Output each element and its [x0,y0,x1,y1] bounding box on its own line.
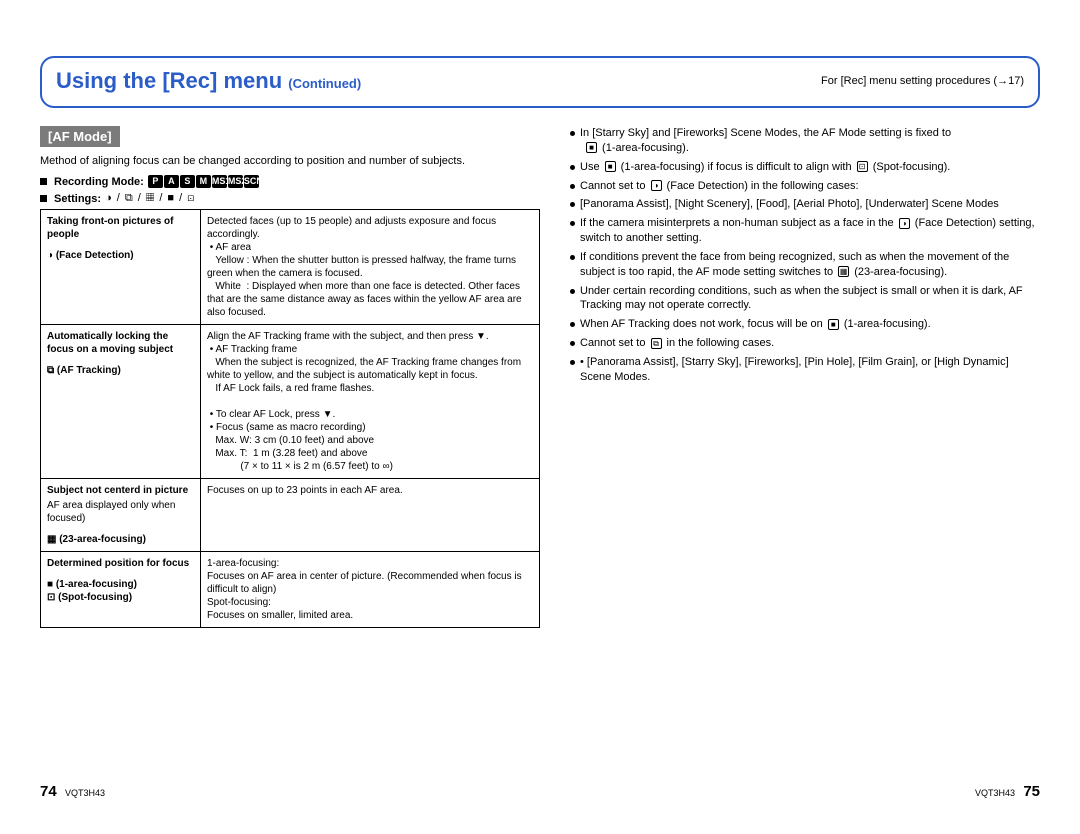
settings-icons: ◑ / ⧉ / ▦ / ■ / ⊡ [105,192,195,205]
mode-icon: M [196,175,211,188]
table-value: Focuses on up to 23 points in each AF ar… [201,479,540,552]
page-number-right: VQT3H43 75 [975,783,1040,800]
header-box: Using the [Rec] menu (Continued) For [Re… [40,56,1040,108]
mode-icon: SCN [244,175,259,188]
title-main: Using the [Rec] menu [56,68,282,93]
left-page-num: 74 [40,783,57,800]
table-value: Align the AF Tracking frame with the sub… [201,325,540,479]
note-item: If conditions prevent the face from bein… [570,250,1040,280]
table-value: 1-area-focusing: Focuses on AF area in c… [201,552,540,628]
note-item: When AF Tracking does not work, focus wi… [570,317,1040,332]
mode-icon: S [180,175,195,188]
note-item: Under certain recording conditions, such… [570,284,1040,314]
table-key: Taking front-on pictures of people◑ (Fac… [41,210,201,325]
section-intro: Method of aligning focus can be changed … [40,155,540,167]
mode-icon: A [164,175,179,188]
note-item: In [Starry Sky] and [Fireworks] Scene Mo… [570,126,1040,156]
note-item: Cannot set to ⧉ in the following cases. [570,336,1040,351]
note-item: If the camera misinterprets a non-human … [570,216,1040,246]
settings-label: Settings: [54,193,101,205]
note-sub: [Panorama Assist], [Night Scenery], [Foo… [570,197,1040,212]
right-column: In [Starry Sky] and [Fireworks] Scene Mo… [570,126,1040,628]
bullet-square-icon [40,195,47,202]
page-title: Using the [Rec] menu (Continued) [56,68,361,94]
bullet-square-icon [40,178,47,185]
doc-id-right: VQT3H43 [975,788,1015,798]
page-content: Using the [Rec] menu (Continued) For [Re… [40,56,1040,778]
recording-mode-row: Recording Mode: PASMMS1MS2SCN [40,175,540,188]
note-item: Use ■ (1-area-focusing) if focus is diff… [570,160,1040,175]
doc-id-left: VQT3H43 [65,788,105,798]
page-number-left: 74 VQT3H43 [40,783,105,800]
table-key: Automatically locking the focus on a mov… [41,325,201,479]
note-sub: • [Panorama Assist], [Starry Sky], [Fire… [570,355,1040,385]
table-key: Determined position for focus■ (1-area-f… [41,552,201,628]
notes-list: In [Starry Sky] and [Fireworks] Scene Mo… [570,126,1040,385]
two-column-layout: [AF Mode] Method of aligning focus can b… [40,126,1040,628]
recording-mode-icons: PASMMS1MS2SCN [148,175,259,188]
mode-icon: MS2 [228,175,243,188]
mode-icon: P [148,175,163,188]
note-item: Cannot set to ◑ (Face Detection) in the … [570,179,1040,194]
mode-icon: MS1 [212,175,227,188]
table-key: Subject not centerd in pictureAF area di… [41,479,201,552]
right-page-num: 75 [1023,783,1040,800]
table-value: Detected faces (up to 15 people) and adj… [201,210,540,325]
af-mode-table: Taking front-on pictures of people◑ (Fac… [40,209,540,628]
section-heading: [AF Mode] [40,126,120,147]
settings-row: Settings: ◑ / ⧉ / ▦ / ■ / ⊡ [40,192,540,205]
left-column: [AF Mode] Method of aligning focus can b… [40,126,540,628]
recording-mode-label: Recording Mode: [54,176,144,188]
header-right-note: For [Rec] menu setting procedures (→17) [821,75,1024,87]
title-sub: (Continued) [288,76,361,91]
